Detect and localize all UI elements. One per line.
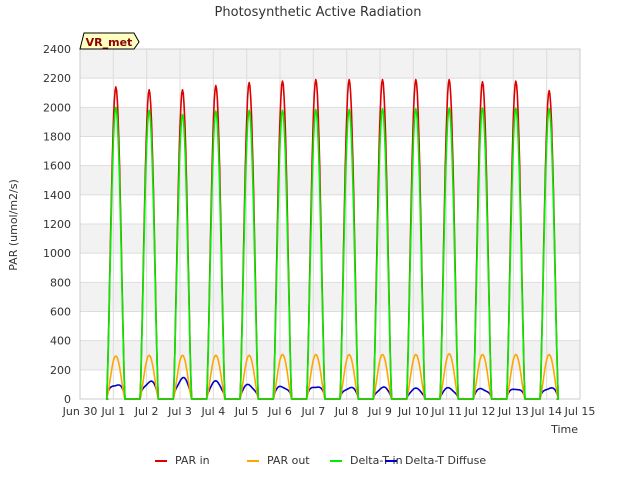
x-tick-label: Jul 4 [200,405,225,418]
annotation-box: VR_met [79,32,140,50]
plot-band [80,282,580,312]
plot-band [80,224,580,254]
x-tick-label: Jul 10 [397,405,429,418]
x-tick-label: Jul 1 [100,405,125,418]
series-line-delta-t-in [105,106,560,400]
x-tick-label: Jul 15 [564,405,596,418]
y-tick-label: 1200 [43,218,71,231]
plot-background [80,49,580,399]
y-tick-label: 2200 [43,72,71,85]
y-axis-label: PAR (umol/m2/s) [7,179,20,271]
y-tick-label: 400 [50,335,71,348]
annotation-shape [79,32,140,50]
y-tick-label: 1800 [43,131,71,144]
y-tick-label: 1000 [43,247,71,260]
legend-label: PAR in [175,454,210,467]
x-tick-label: Jul 7 [300,405,325,418]
plot-band [80,136,580,166]
plot-band [80,78,580,108]
legend-label: Delta-T in [350,454,403,467]
plot-band [80,49,580,79]
plot-band [80,340,580,370]
legend-label: PAR out [267,454,310,467]
legend: PAR in PAR out Delta-T in Delta-T Diffuse [155,454,486,467]
x-tick-label: Jul 6 [267,405,292,418]
y-tick-label: 0 [64,393,71,406]
x-tick-label: Jul 8 [334,405,359,418]
x-tick-label: Jul 9 [367,405,392,418]
y-tick-label: 600 [50,306,71,319]
x-tick-label: Jul 5 [234,405,259,418]
x-tick-label: Jul 3 [167,405,192,418]
plot-band [80,369,580,399]
plot-band [80,165,580,195]
y-tick-label: 200 [50,364,71,377]
x-tick-label: Jul 2 [134,405,159,418]
x-tick-label: Jul 11 [430,405,462,418]
x-tick-label: Jul 14 [530,405,562,418]
x-axis-label: Time [550,423,578,436]
plot-band [80,194,580,224]
y-tick-label: 1600 [43,160,71,173]
x-tick-label: Jul 12 [464,405,496,418]
x-tick-label: Jun 30 [62,405,98,418]
plot-band [80,107,580,137]
plot-band [80,253,580,283]
legend-label: Delta-T Diffuse [405,454,486,467]
x-tick-label: Jul 13 [497,405,529,418]
plot-band [80,311,580,341]
y-tick-label: 2000 [43,101,71,114]
x-axis: Jun 30 Jul 1 Jul 2 Jul 3 Jul 4 Jul 5 Jul 6 Jul … [62,405,596,418]
y-axis: 0 200 400 600 800 1000 1200 1400 1600 1800 2000 220… [43,43,71,406]
series-lines [105,78,560,400]
y-tick-label: 800 [50,276,71,289]
y-tick-label: 1400 [43,189,71,202]
y-tick-label: 2400 [43,43,71,56]
chart-title: Photosynthetic Active Radiation [215,5,422,20]
annotation-label: VR_met [86,36,133,49]
